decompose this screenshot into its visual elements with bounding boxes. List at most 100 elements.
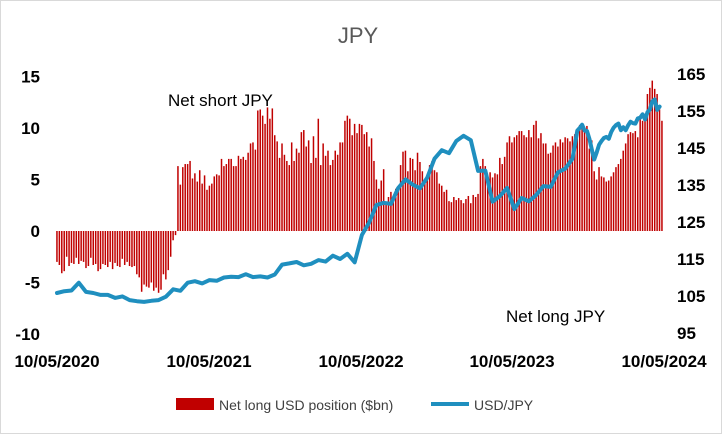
x-tick-label: 10/05/2022 bbox=[318, 352, 403, 371]
bar bbox=[194, 173, 196, 231]
bar bbox=[259, 109, 261, 231]
bar bbox=[107, 231, 109, 268]
bar bbox=[552, 145, 554, 231]
bar bbox=[177, 166, 179, 231]
bar bbox=[169, 231, 172, 257]
bar bbox=[99, 231, 102, 270]
bar bbox=[373, 160, 375, 231]
bar bbox=[390, 191, 392, 231]
bar bbox=[85, 231, 87, 269]
bar bbox=[419, 161, 421, 231]
bar bbox=[157, 231, 160, 293]
bar bbox=[486, 176, 489, 231]
bar bbox=[247, 152, 249, 231]
bar bbox=[632, 133, 634, 231]
bar bbox=[293, 160, 295, 231]
bar bbox=[440, 185, 443, 231]
bar bbox=[269, 118, 271, 231]
bar bbox=[82, 231, 85, 262]
bar bbox=[516, 135, 518, 231]
bar bbox=[610, 176, 612, 231]
bar bbox=[351, 135, 353, 231]
bar bbox=[409, 157, 412, 231]
x-tick-label: 10/05/2021 bbox=[166, 352, 251, 371]
bar bbox=[312, 136, 315, 231]
bar bbox=[242, 156, 245, 231]
bar bbox=[363, 134, 366, 231]
bar bbox=[281, 143, 283, 231]
bar bbox=[182, 167, 184, 231]
bar bbox=[404, 150, 407, 231]
bar bbox=[133, 231, 136, 267]
right-tick-label: 105 bbox=[677, 287, 705, 306]
bar bbox=[223, 166, 225, 231]
right-tick-label: 155 bbox=[677, 102, 705, 121]
bar bbox=[252, 142, 254, 231]
bar bbox=[230, 158, 232, 231]
legend-line-label: USD/JPY bbox=[474, 397, 534, 413]
bar bbox=[276, 141, 278, 231]
bar bbox=[80, 231, 82, 261]
bar bbox=[114, 231, 116, 263]
bar bbox=[153, 231, 155, 291]
bar bbox=[332, 159, 334, 231]
bar bbox=[303, 130, 305, 231]
bar bbox=[283, 154, 286, 231]
bar bbox=[646, 94, 649, 231]
bar bbox=[407, 171, 409, 231]
bar bbox=[479, 166, 482, 231]
bar bbox=[637, 137, 639, 231]
bar bbox=[206, 189, 208, 231]
bar bbox=[184, 164, 186, 231]
bar bbox=[554, 142, 557, 231]
bar bbox=[496, 174, 499, 231]
bar bbox=[94, 231, 97, 264]
bar bbox=[624, 143, 627, 231]
bar bbox=[431, 160, 433, 231]
bar bbox=[186, 164, 189, 231]
bar bbox=[649, 87, 651, 231]
bar bbox=[92, 231, 94, 265]
bar bbox=[382, 169, 385, 231]
bar bbox=[581, 123, 583, 231]
bar bbox=[295, 148, 298, 231]
bar bbox=[288, 165, 291, 231]
bar bbox=[356, 133, 358, 231]
bar bbox=[218, 175, 220, 231]
left-tick-label: 5 bbox=[31, 171, 40, 190]
bar bbox=[358, 123, 361, 231]
bar bbox=[378, 188, 380, 231]
bar bbox=[225, 164, 228, 231]
chart-title: JPY bbox=[338, 23, 379, 48]
bar bbox=[353, 123, 356, 231]
bar bbox=[179, 184, 182, 231]
bar bbox=[319, 165, 322, 231]
bar bbox=[298, 152, 300, 231]
right-tick-label: 165 bbox=[677, 65, 705, 84]
bar bbox=[387, 197, 390, 231]
bar bbox=[443, 191, 445, 231]
bar bbox=[90, 231, 92, 258]
bar bbox=[457, 198, 460, 231]
bar bbox=[489, 172, 491, 231]
bar bbox=[167, 231, 170, 271]
x-tick-label: 10/05/2023 bbox=[469, 352, 554, 371]
bar bbox=[547, 153, 549, 231]
bar bbox=[651, 80, 654, 232]
bar bbox=[445, 189, 448, 231]
bar bbox=[322, 143, 324, 231]
bar bbox=[549, 152, 552, 231]
bar bbox=[143, 231, 145, 285]
bar bbox=[653, 88, 656, 231]
bar bbox=[532, 124, 535, 231]
bar bbox=[368, 146, 370, 231]
bar bbox=[109, 231, 111, 262]
bar bbox=[77, 231, 80, 264]
bar bbox=[334, 150, 336, 231]
usd-jpy-line bbox=[55, 97, 662, 304]
annotation-net-short: Net short JPY bbox=[168, 91, 273, 110]
bar bbox=[644, 115, 646, 231]
bar bbox=[346, 115, 349, 231]
bar bbox=[380, 180, 382, 231]
